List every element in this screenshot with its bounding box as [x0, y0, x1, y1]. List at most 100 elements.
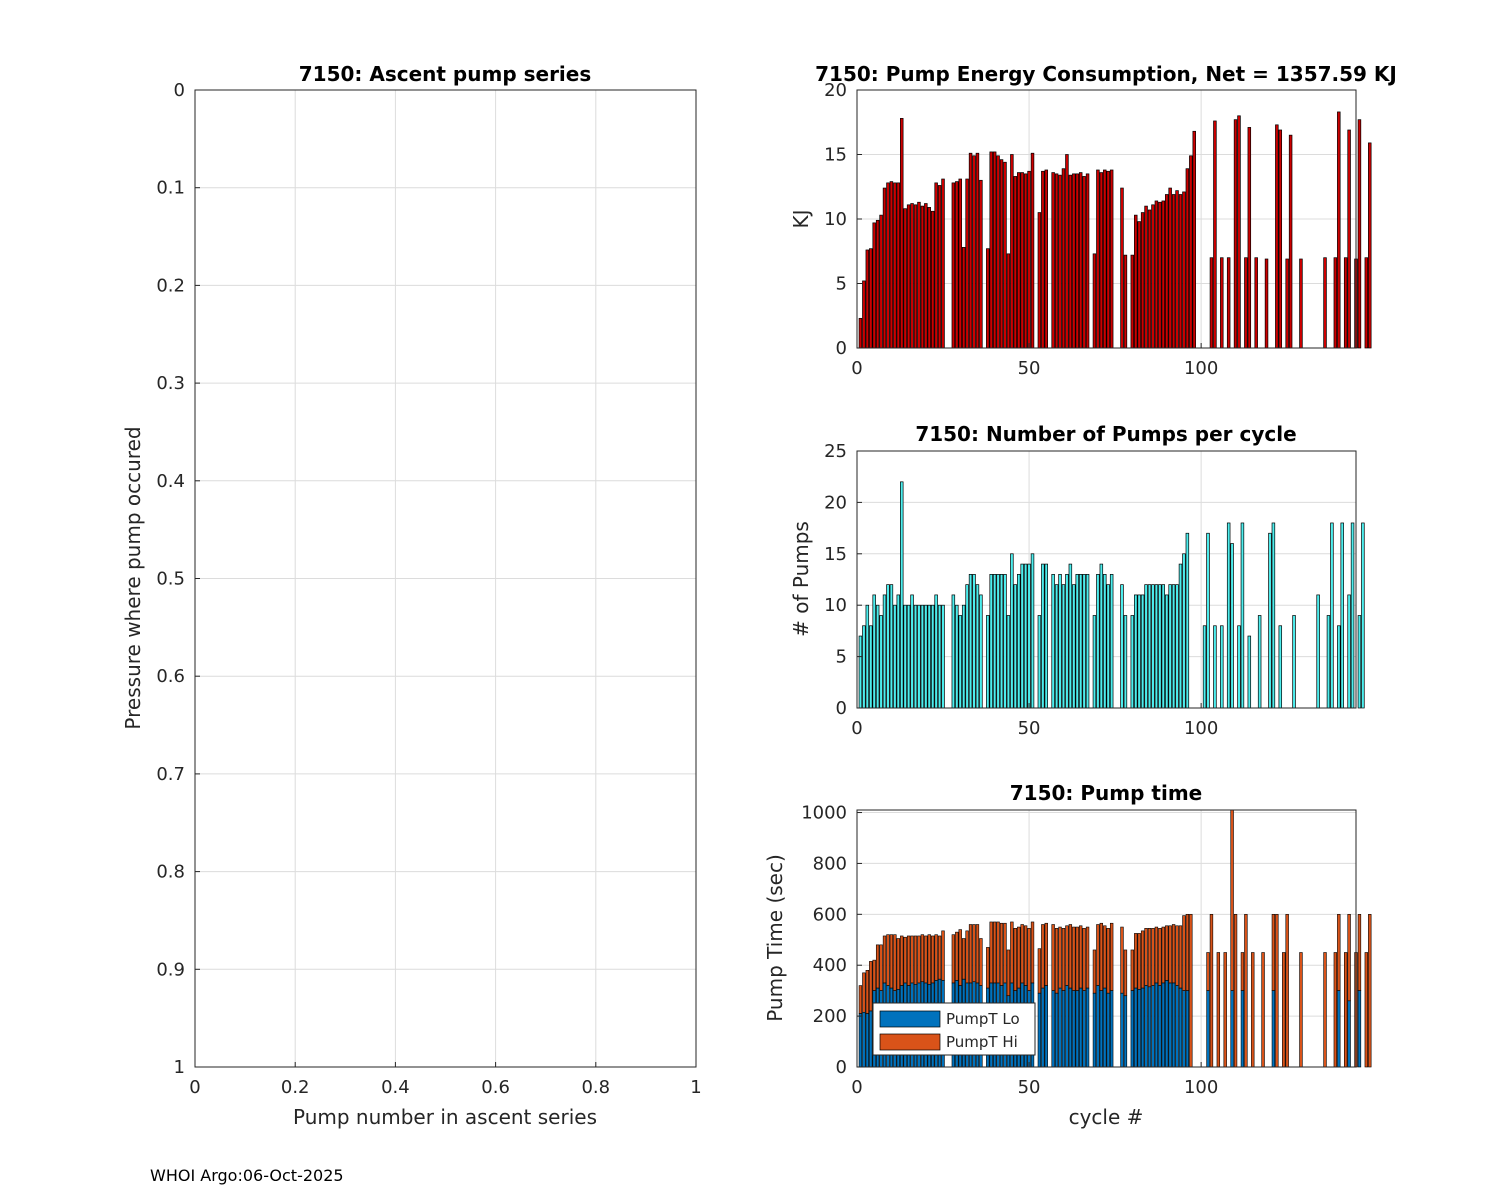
pumps-bar	[1134, 594, 1138, 709]
energy-bar	[1347, 129, 1351, 349]
y-tick-label: 10	[824, 209, 847, 230]
energy-bar	[1072, 173, 1076, 349]
energy-bar	[1233, 119, 1238, 349]
pumpt-lo-bar	[1158, 985, 1162, 1068]
pumps-bar	[886, 584, 890, 709]
pumpt-hi-bar	[968, 924, 973, 984]
energy-bar	[1226, 257, 1231, 349]
pumpt-hi-bar	[872, 959, 876, 991]
energy-bar	[958, 178, 962, 349]
x-tick-label: 0.2	[281, 1077, 310, 1098]
energy-bar	[1082, 176, 1086, 349]
pumpt-hi-bar	[1054, 928, 1059, 994]
y-tick-label: 1000	[801, 803, 847, 824]
pumpt-lo-bar	[1037, 992, 1042, 1068]
pumpt-lo-bar	[1075, 990, 1079, 1068]
pumps-bar	[955, 604, 959, 709]
pumpt-hi-bar	[1206, 952, 1210, 991]
pumps-bar	[1017, 574, 1021, 709]
pumpt-hi-bar	[893, 934, 897, 991]
y-tick-label: 0.1	[156, 178, 185, 199]
pumps-bar	[1065, 574, 1069, 709]
y-tick-label: 400	[813, 955, 847, 976]
y-axis-label: Pump Time (sec)	[763, 854, 787, 1022]
x-axis-label: Pump number in ascent series	[293, 1105, 597, 1129]
energy-bar	[999, 159, 1004, 349]
pumps-bar	[1154, 584, 1159, 709]
pumps-bar	[1213, 625, 1217, 709]
pumpt-hi-bar	[1051, 924, 1055, 991]
axes-box	[856, 809, 1357, 1068]
pumps-bar	[1182, 553, 1186, 709]
y-tick-label: 0.5	[156, 569, 185, 590]
pumps-bar	[941, 604, 945, 709]
pumpt-hi-bar	[1103, 925, 1107, 989]
energy-bar	[989, 151, 993, 349]
energy-bar	[903, 208, 907, 349]
pumpt-lo-bar	[1065, 985, 1069, 1068]
pumpt-hi-bar	[1189, 914, 1193, 1068]
pumps-bar	[1061, 584, 1066, 709]
pumpt-hi-bar	[917, 935, 921, 984]
legend-swatch-lo	[879, 1010, 941, 1028]
pumps-bar	[1123, 615, 1128, 709]
pumpt-hi-bar	[886, 934, 890, 986]
pumps-bar	[1147, 584, 1152, 709]
energy-bar	[1051, 172, 1055, 349]
pumpt-hi-bar	[896, 938, 900, 990]
energy-bar	[1085, 173, 1090, 349]
pumpt-hi-bar	[924, 935, 928, 984]
pumps-bar	[1357, 615, 1362, 709]
pumps-bar	[1206, 532, 1210, 709]
pumpt-lo-bar	[1103, 987, 1107, 1068]
pumpt-hi-bar	[1182, 915, 1186, 991]
energy-bar	[1065, 154, 1069, 349]
energy-bar	[889, 181, 894, 349]
energy-bar	[1037, 212, 1042, 349]
energy-bar	[1092, 253, 1097, 349]
pumps-bar	[1106, 584, 1110, 709]
pumpt-hi-bar	[1020, 924, 1024, 984]
y-tick-label: 0	[836, 698, 847, 719]
energy-bar	[1288, 134, 1293, 349]
energy-bar	[951, 182, 956, 349]
pumpt-hi-bar	[1333, 952, 1338, 1068]
pumpt-hi-bar	[1134, 933, 1138, 989]
energy-bar	[872, 222, 876, 349]
pumpt-hi-bar	[1223, 952, 1227, 1068]
pumpt-hi-bar	[1082, 928, 1086, 991]
energy-bar	[1123, 254, 1128, 349]
energy-bar	[1278, 129, 1283, 349]
x-tick-label: 100	[1184, 718, 1218, 739]
pumpt-hi-bar	[1072, 926, 1076, 991]
pumps-bar	[1240, 522, 1245, 709]
energy-bar	[1103, 169, 1107, 349]
pumps-bar	[882, 594, 887, 709]
pumps-bar	[1158, 584, 1162, 709]
pumps-bar	[972, 574, 976, 709]
pumps-bar	[996, 574, 1000, 709]
pumpt-hi-bar	[1368, 914, 1372, 1068]
energy-bar	[1182, 191, 1186, 349]
energy-bar	[1158, 201, 1162, 349]
energy-bar	[1099, 172, 1104, 349]
energy-bar	[937, 185, 942, 349]
pumpt-lo-bar	[1178, 987, 1183, 1068]
pumpt-lo-bar	[865, 1013, 870, 1068]
pumpt-hi-bar	[1058, 926, 1062, 989]
pumps-bar	[906, 604, 911, 709]
pumpt-hi-bar	[879, 944, 883, 991]
pumpt-hi-bar	[1285, 914, 1289, 1068]
pumps-bar	[924, 604, 928, 709]
pumpt-lo-bar	[1140, 987, 1145, 1068]
energy-bar	[1337, 111, 1341, 349]
y-tick-label: 25	[824, 441, 847, 462]
energy-bar	[1134, 214, 1138, 349]
energy-bar	[1175, 190, 1179, 349]
energy-bar	[1264, 258, 1269, 349]
pumpt-hi-bar	[1075, 926, 1079, 991]
pumpt-hi-bar	[1044, 922, 1048, 986]
pumps-bar	[1078, 574, 1083, 709]
legend-swatch-hi	[879, 1033, 941, 1051]
